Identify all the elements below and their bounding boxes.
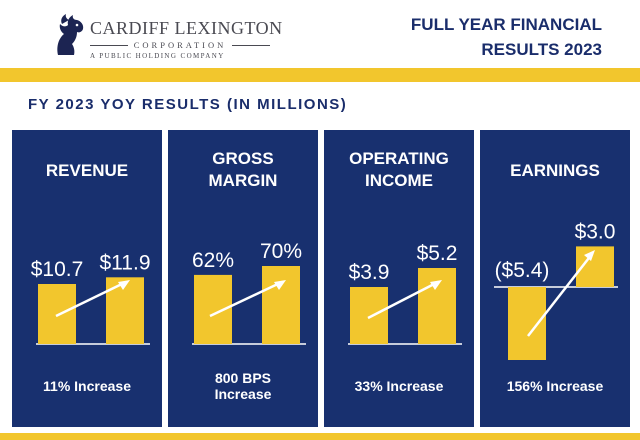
horse-head-logo-icon xyxy=(57,14,84,55)
report-title-line-2: RESULTS 2023 xyxy=(481,40,602,59)
gross-margin-trend-arrow-icon xyxy=(209,280,286,318)
earnings-label-2022: ($5.4) xyxy=(495,259,550,282)
bottom-accent-bar xyxy=(0,433,640,440)
revenue-change: 11% Increase xyxy=(43,378,131,394)
gross-margin-panel: GROSS MARGIN 62% 70% 800 BPS Increase xyxy=(168,130,318,427)
company-logo: CARDIFF LEXINGTON CORPORATION A PUBLIC H… xyxy=(50,12,300,60)
earnings-chart: ($5.4) $3.0 xyxy=(494,220,618,360)
earnings-title: EARNINGS xyxy=(510,161,600,180)
operating-income-label-2023: $5.2 xyxy=(417,242,458,265)
operating-income-change: 33% Increase xyxy=(354,378,444,394)
gross-margin-title-line-2: MARGIN xyxy=(208,171,278,190)
gross-margin-title-line-1: GROSS xyxy=(212,149,274,168)
operating-income-bar-2023 xyxy=(418,268,456,344)
earnings-label-2023: $3.0 xyxy=(575,220,616,243)
gross-margin-label-2023: 70% xyxy=(260,240,302,263)
gross-margin-change: 800 BPS Increase xyxy=(168,370,318,402)
revenue-panel: REVENUE $10.7 $11.9 11% Increase xyxy=(12,130,162,427)
operating-income-title-line-1: OPERATING xyxy=(349,149,449,168)
operating-income-bar-2022 xyxy=(350,287,388,344)
gross-margin-label-2022: 62% xyxy=(192,249,234,272)
revenue-label-2023: $11.9 xyxy=(100,251,151,274)
company-subtitle: CORPORATION xyxy=(90,40,270,50)
revenue-label-2022: $10.7 xyxy=(31,258,84,281)
operating-income-panel: OPERATING INCOME $3.9 $5.2 33% Increase xyxy=(324,130,474,427)
earnings-bar-2022 xyxy=(508,287,546,360)
operating-income-label-2022: $3.9 xyxy=(349,261,390,284)
section-title: FY 2023 YOY RESULTS (IN MILLIONS) xyxy=(28,96,348,113)
revenue-bar-2022 xyxy=(38,284,76,344)
earnings-trend-arrow-icon xyxy=(527,250,595,337)
revenue-title: REVENUE xyxy=(45,161,129,180)
report-title: FULL YEAR FINANCIAL RESULTS 2023 xyxy=(342,12,602,62)
revenue-bar-2023 xyxy=(106,277,144,344)
report-title-line-1: FULL YEAR FINANCIAL xyxy=(410,15,602,34)
gross-margin-title: GROSS MARGIN xyxy=(168,148,318,192)
earnings-change: 156% Increase xyxy=(506,378,604,394)
earnings-panel: EARNINGS ($5.4) $3.0 156% Increase xyxy=(480,130,630,427)
gross-margin-bar-2023 xyxy=(262,266,300,344)
gross-margin-change-line-1: 800 BPS xyxy=(214,370,272,386)
gross-margin-chart: 62% 70% xyxy=(192,240,306,345)
operating-income-trend-arrow-icon xyxy=(367,280,442,320)
header: CARDIFF LEXINGTON CORPORATION A PUBLIC H… xyxy=(0,0,640,68)
company-name: CARDIFF LEXINGTON xyxy=(90,18,283,38)
gross-margin-change-line-2: Increase xyxy=(214,386,272,402)
top-accent-bar xyxy=(0,68,640,82)
revenue-trend-arrow-icon xyxy=(55,280,130,318)
operating-income-chart: $3.9 $5.2 xyxy=(348,242,462,345)
revenue-chart: $10.7 $11.9 xyxy=(31,251,151,345)
operating-income-title: OPERATING INCOME xyxy=(324,148,474,192)
operating-income-title-line-2: INCOME xyxy=(365,171,433,190)
company-tagline: A PUBLIC HOLDING COMPANY xyxy=(90,52,225,60)
